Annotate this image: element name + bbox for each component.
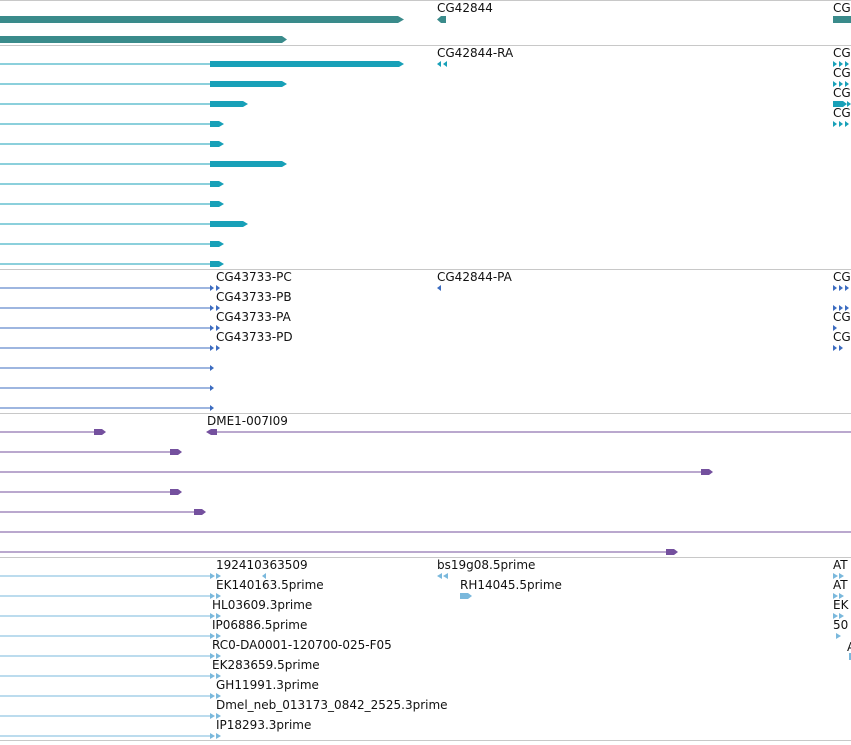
mrna-feature[interactable] — [0, 221, 248, 227]
gene-label-cg-right: CG — [833, 1, 851, 15]
est-track[interactable]: 192410363509 EK140163.5prime HL03609.3pr… — [0, 558, 851, 739]
mrna-feature[interactable] — [0, 201, 224, 207]
mrna-feature[interactable] — [0, 141, 224, 147]
est-label: GH11991.3prime — [216, 678, 319, 692]
mrna-right-feature[interactable] — [833, 61, 851, 127]
mrna-feature[interactable] — [0, 101, 248, 107]
cds-label-right: CG — [833, 310, 851, 324]
est-label-bs19g08: bs19g08.5prime — [437, 558, 535, 572]
est-label-right: 50 — [833, 618, 848, 632]
clone-feature-dme1-007i09[interactable] — [206, 429, 851, 435]
est-label-right: EK — [833, 598, 850, 612]
clone-feature[interactable] — [0, 549, 678, 555]
mrna-feature[interactable] — [0, 81, 287, 87]
cds-feature-cg42844-pa[interactable] — [437, 285, 441, 291]
est-label: IP18293.3prime — [216, 718, 311, 732]
est-extra-features[interactable] — [262, 573, 851, 660]
mrna-label-right: CG — [833, 46, 851, 60]
est-feature[interactable] — [0, 733, 221, 739]
est-feature[interactable] — [0, 633, 221, 639]
mrna-feature[interactable] — [0, 161, 287, 167]
mrna-feature[interactable] — [0, 261, 224, 267]
cds-label-cg43733-pb: CG43733-PB — [216, 290, 292, 304]
clone-label-dme1-007i09: DME1-007I09 — [207, 414, 288, 428]
est-label: EK283659.5prime — [212, 658, 320, 672]
est-feature[interactable] — [0, 653, 221, 659]
mrna-feature[interactable] — [0, 181, 224, 187]
cds-track[interactable]: CG43733-PC CG43733-PB CG43733-PA CG43733… — [0, 270, 851, 411]
est-feature[interactable] — [0, 673, 221, 679]
est-label: HL03609.3prime — [212, 598, 312, 612]
cds-label-right: CG — [833, 330, 851, 344]
gene-feature[interactable] — [0, 36, 287, 43]
cds-feature[interactable] — [0, 285, 220, 291]
mrna-label-right: CG — [833, 106, 851, 120]
cds-feature[interactable] — [0, 405, 214, 411]
mrna-label-cg42844-ra: CG42844-RA — [437, 46, 514, 60]
est-label: EK140163.5prime — [216, 578, 324, 592]
est-feature[interactable] — [0, 573, 221, 579]
clone-feature[interactable] — [0, 449, 182, 455]
cds-label-cg43733-pc: CG43733-PC — [216, 270, 292, 284]
est-label-rh14045: RH14045.5prime — [460, 578, 562, 592]
cds-label-cg43733-pa: CG43733-PA — [216, 310, 292, 324]
clone-feature[interactable] — [0, 509, 206, 515]
est-feature[interactable] — [0, 693, 221, 699]
mrna-label-right: CG — [833, 86, 851, 100]
cds-label-cg42844-pa: CG42844-PA — [437, 270, 513, 284]
gene-track[interactable]: CG42844 CG — [0, 1, 851, 43]
cds-feature[interactable] — [0, 305, 220, 311]
est-label: IP06886.5prime — [212, 618, 307, 632]
mrna-feature[interactable] — [0, 121, 224, 127]
gene-feature-cg-right[interactable] — [833, 16, 851, 23]
gene-feature-cg42844[interactable] — [437, 16, 446, 23]
cds-label-cg43733-pd: CG43733-PD — [216, 330, 293, 344]
gene-label-cg42844: CG42844 — [437, 1, 493, 15]
clone-track[interactable]: DME1-007I09 — [0, 414, 851, 555]
cds-feature[interactable] — [0, 365, 214, 371]
clone-feature[interactable] — [0, 489, 182, 495]
est-label: RC0-DA0001-120700-025-F05 — [212, 638, 392, 652]
mrna-feature[interactable] — [0, 61, 404, 67]
est-feature[interactable] — [0, 713, 221, 719]
cds-feature[interactable] — [0, 325, 220, 331]
mrna-track[interactable]: CG42844-RA CG CG CG CG — [0, 46, 851, 267]
mrna-feature[interactable] — [0, 241, 224, 247]
est-label-right: A — [847, 640, 851, 654]
clone-feature[interactable] — [0, 469, 713, 475]
est-feature[interactable] — [0, 593, 221, 599]
clone-feature[interactable] — [0, 429, 106, 435]
est-label-right: AT — [833, 578, 848, 592]
cds-feature[interactable] — [0, 345, 220, 351]
est-label: Dmel_neb_013173_0842_2525.3prime — [216, 698, 448, 712]
gene-feature[interactable] — [0, 16, 404, 23]
cds-label-right: CG — [833, 270, 851, 284]
mrna-label-right: CG — [833, 66, 851, 80]
cds-feature[interactable] — [0, 385, 214, 391]
est-label: 192410363509 — [216, 558, 308, 572]
est-label-right: AT — [833, 558, 848, 572]
cds-right-feature[interactable] — [833, 285, 849, 351]
mrna-feature-cg42844-ra[interactable] — [437, 61, 447, 67]
est-feature[interactable] — [0, 613, 221, 619]
